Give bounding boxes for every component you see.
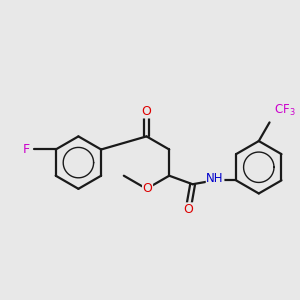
Text: NH: NH bbox=[206, 172, 224, 185]
Text: O: O bbox=[142, 182, 152, 195]
Text: O: O bbox=[142, 105, 152, 118]
Text: CF$_3$: CF$_3$ bbox=[274, 103, 295, 118]
Text: O: O bbox=[183, 203, 193, 216]
Text: F: F bbox=[22, 143, 30, 156]
